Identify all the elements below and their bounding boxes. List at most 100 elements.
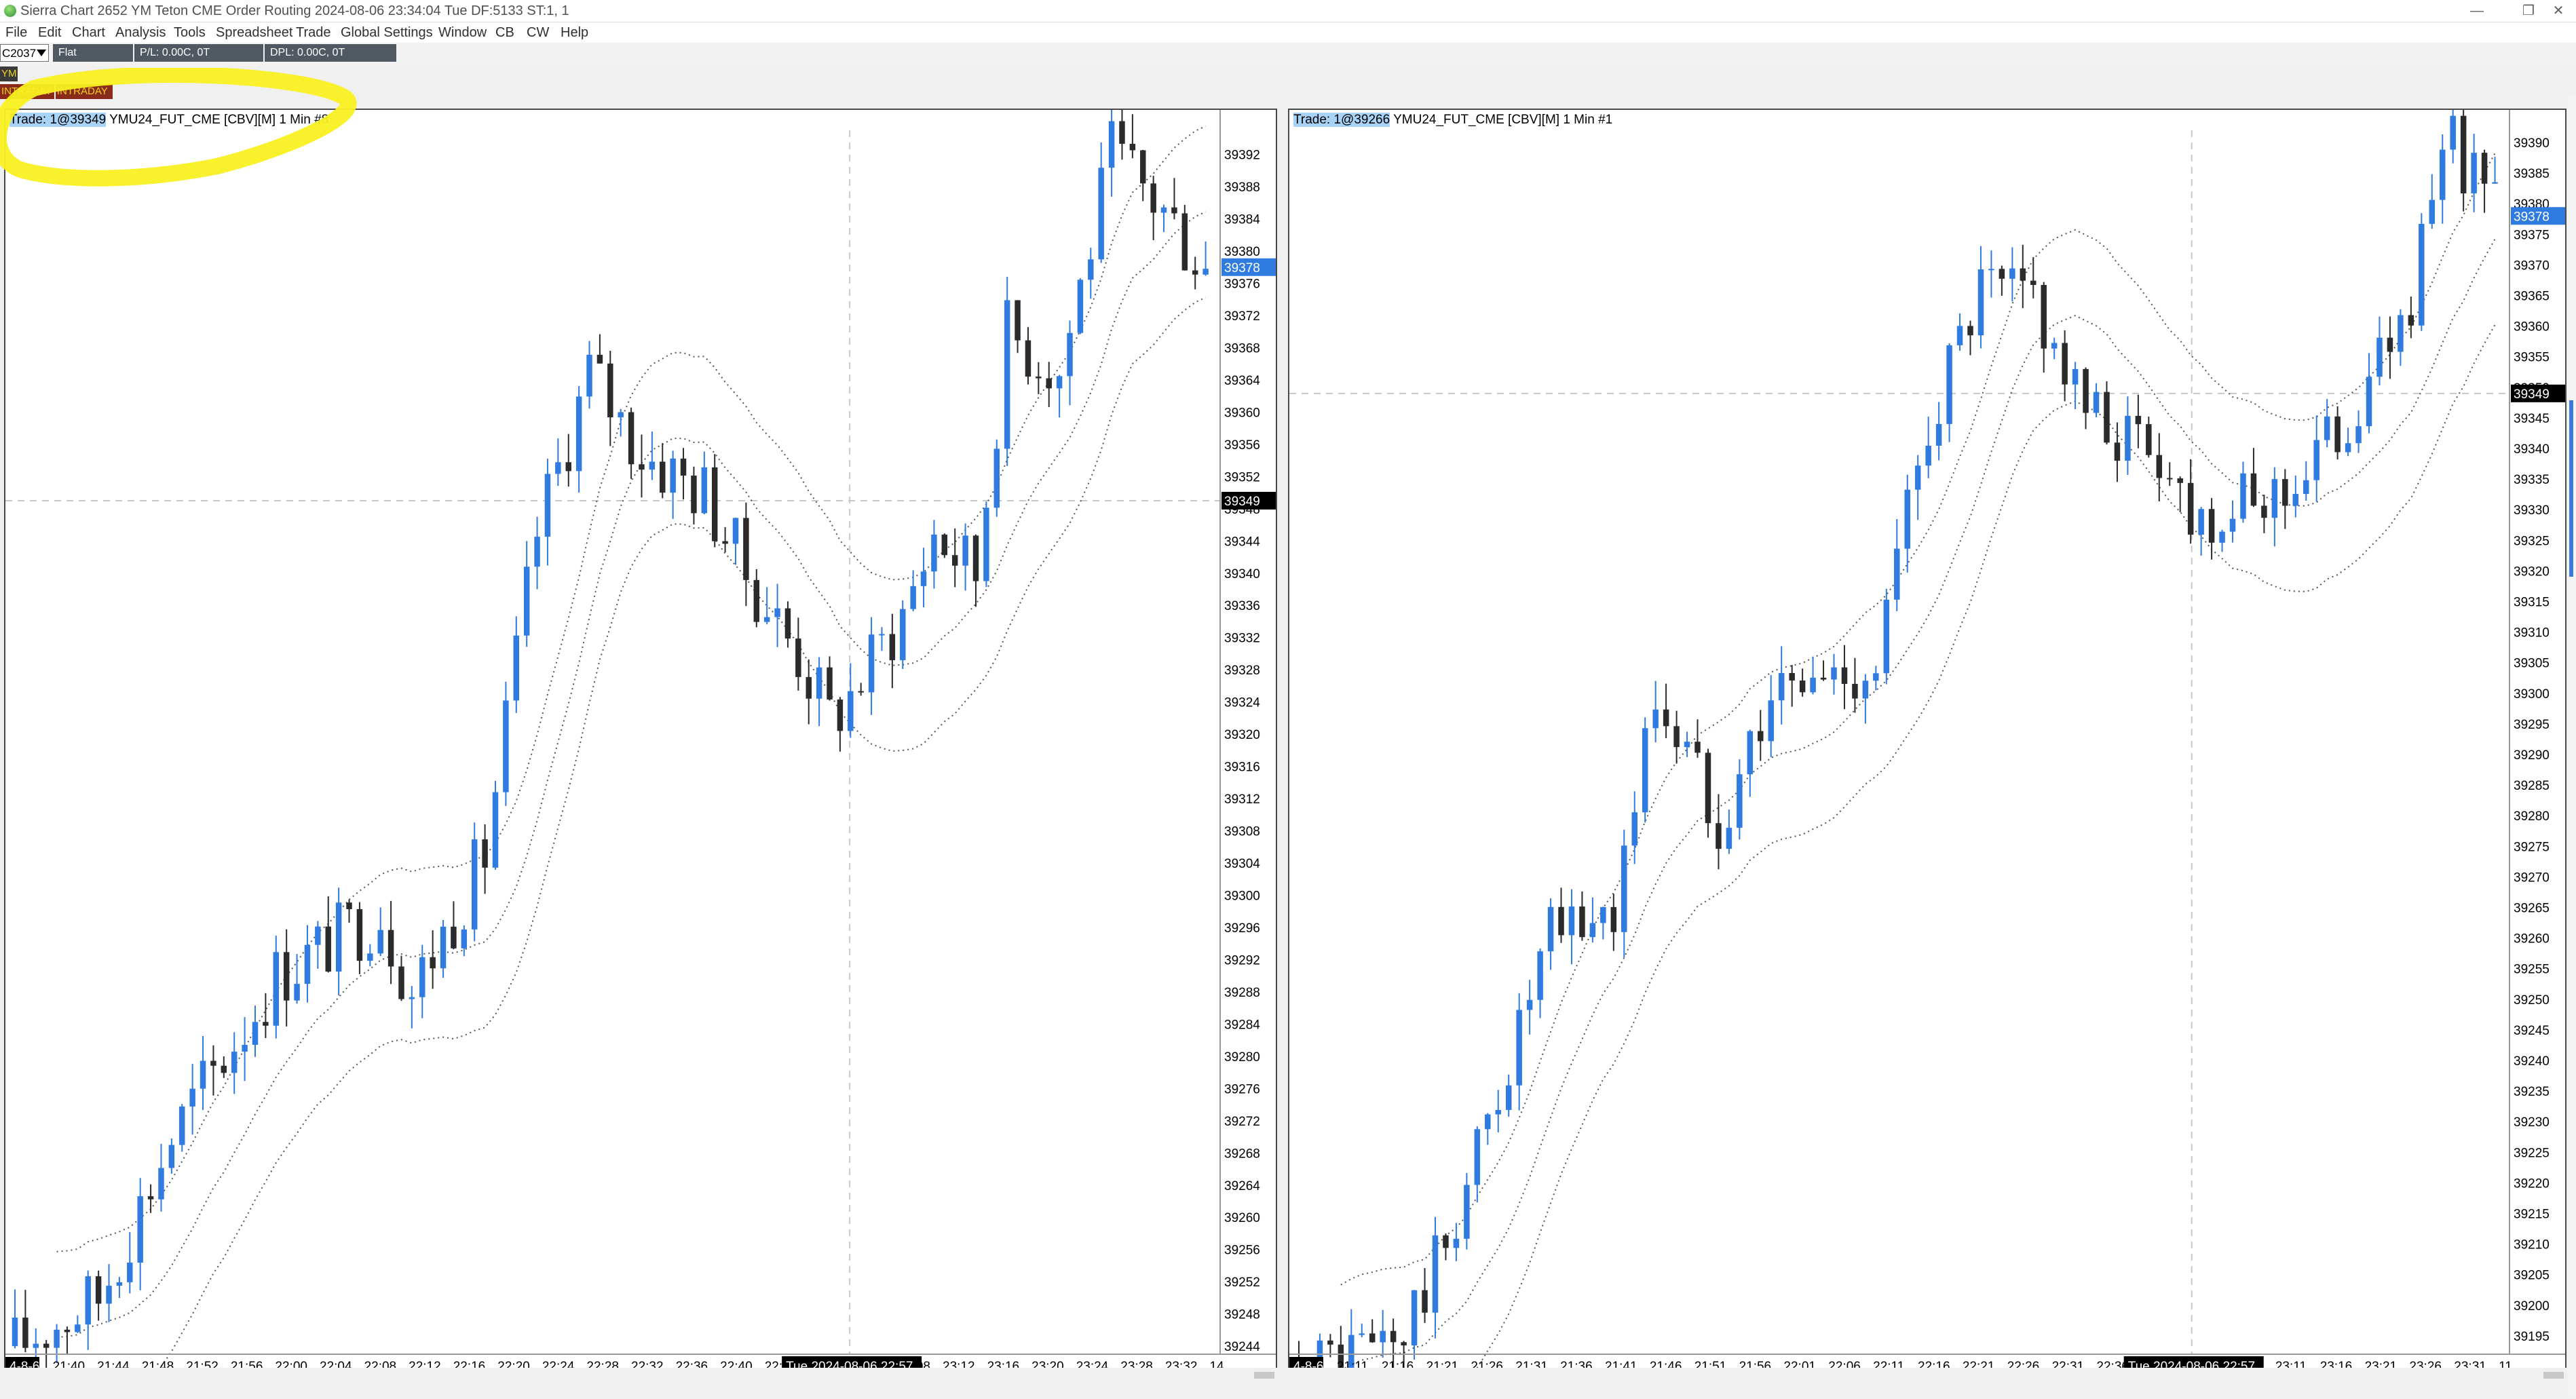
candle-body (75, 1324, 81, 1333)
candle-body (1537, 951, 1543, 1000)
candlestick (1067, 320, 1073, 406)
menu-edit[interactable]: Edit (38, 25, 62, 40)
menu-tools[interactable]: Tools (174, 25, 206, 40)
price-tick-label: 39285 (2514, 779, 2550, 793)
candle-body (1036, 377, 1042, 379)
minimize-button[interactable]: — (2470, 3, 2484, 18)
candle-body (1192, 270, 1198, 275)
candlestick (2104, 381, 2110, 444)
candle-body (1589, 923, 1596, 938)
candlestick (1453, 1223, 1460, 1261)
candle-body (1568, 906, 1575, 936)
menu-global-settings[interactable]: Global Settings (341, 25, 433, 40)
symbol-tag[interactable]: YM (0, 66, 18, 81)
candlestick (1758, 710, 1764, 761)
chart-8-scrollbar[interactable] (4, 1368, 1277, 1383)
price-tick-label: 39392 (1224, 149, 1260, 163)
candle-body (2009, 268, 2015, 279)
scrollbar-thumb[interactable] (1254, 1372, 1274, 1379)
close-button[interactable]: ✕ (2552, 3, 2564, 18)
candlestick (116, 1277, 123, 1299)
candlestick (983, 501, 989, 588)
menu-file[interactable]: File (5, 25, 28, 40)
price-tick-label: 39300 (2514, 687, 2550, 702)
candle-body (409, 997, 415, 999)
candlestick (304, 925, 311, 1003)
candlestick (2398, 309, 2404, 366)
candle-body (482, 839, 488, 868)
candlestick (2292, 475, 2299, 518)
menu-chart[interactable]: Chart (72, 25, 105, 40)
candle-body (2240, 473, 2246, 519)
last-trade-label: Trade: 1@39266 (1293, 113, 1390, 127)
menu-cb[interactable]: CB (495, 25, 514, 40)
candle-body (283, 952, 290, 1001)
scrollbar-thumb[interactable] (2543, 1372, 2564, 1379)
candle-body (1841, 667, 1848, 684)
candle-body (1778, 672, 1785, 701)
candle-body (2376, 337, 2383, 377)
menu-spreadsheet[interactable]: Spreadsheet (216, 25, 293, 40)
price-tick-label: 39244 (1224, 1340, 1260, 1354)
candle-body (523, 567, 530, 636)
candlestick (931, 520, 937, 589)
chart-canvas[interactable]: 39392 39388 39384 39380 39376 39372 39368 39364… (5, 110, 1277, 1383)
chartbook-tab-intraday-2[interactable]: INTRADAY (56, 84, 113, 99)
chart-window-1[interactable]: 39390 39385 39380 39375 39370 39365 39360 39355… (1288, 109, 2566, 1383)
price-axis: 39392 39388 39384 39380 39376 39372 39368 39364… (1219, 110, 1276, 1354)
candle-body (2146, 424, 2152, 455)
candle-body (858, 691, 864, 693)
chartbook-tab-intraday-1[interactable]: INTRADAY (0, 84, 54, 99)
chart-canvas[interactable]: 3939039385393803937539370393653936039355… (1289, 110, 2566, 1383)
candlestick (1568, 889, 1575, 965)
chart-window-8[interactable]: 39392 39388 39384 39380 39376 39372 39368 39364… (4, 109, 1277, 1383)
candlestick (649, 432, 656, 480)
candle-body (618, 412, 624, 418)
symbol-select[interactable]: C2037 (0, 44, 49, 62)
candle-body (85, 1276, 91, 1325)
upper-band-line (1340, 153, 2496, 1286)
candlestick (398, 955, 404, 1001)
chart-1-scrollbar[interactable] (1288, 1368, 2566, 1383)
candle-body (993, 448, 1000, 508)
candlestick (1820, 660, 1827, 681)
menu-analysis[interactable]: Analysis (115, 25, 166, 40)
price-tick-label: 39252 (1224, 1276, 1260, 1290)
price-tick-label: 39355 (2514, 351, 2550, 365)
candle-body (1663, 709, 1669, 727)
candlestick (22, 1290, 29, 1352)
candle-body (43, 1343, 50, 1348)
candle-body (315, 926, 321, 945)
candle-body (1495, 1110, 1502, 1115)
price-tick-label: 39310 (2514, 626, 2550, 640)
price-tick-label: 39372 (1224, 309, 1260, 324)
maximize-button[interactable]: ❐ (2522, 3, 2535, 18)
price-tick-label: 39330 (2514, 503, 2550, 518)
candlestick (618, 408, 624, 437)
menu-trade[interactable]: Trade (296, 25, 331, 40)
candlestick (1171, 178, 1177, 220)
candlestick (1088, 248, 1094, 299)
candlestick (1359, 1323, 1365, 1337)
menu-window[interactable]: Window (438, 25, 487, 40)
candlestick (2062, 330, 2068, 402)
candle-body (1747, 731, 1754, 775)
candle-body (2419, 223, 2425, 326)
candle-body (1862, 681, 1869, 699)
price-tick-label: 39352 (1224, 470, 1260, 484)
candlestick (2271, 467, 2278, 547)
candle-body (649, 461, 656, 470)
candle-body (1694, 742, 1701, 753)
candlestick (1558, 887, 1564, 943)
candlestick (210, 1045, 216, 1096)
candlestick (1999, 265, 2005, 296)
candle-body (22, 1318, 29, 1348)
candle-body (2366, 377, 2372, 427)
candle-body (1160, 207, 1167, 213)
candlestick (54, 1324, 60, 1363)
menu-help[interactable]: Help (561, 25, 589, 40)
menu-cw[interactable]: CW (527, 25, 550, 40)
candle-body (2156, 455, 2163, 478)
candlestick (670, 451, 676, 519)
price-tick-label: 39312 (1224, 792, 1260, 807)
